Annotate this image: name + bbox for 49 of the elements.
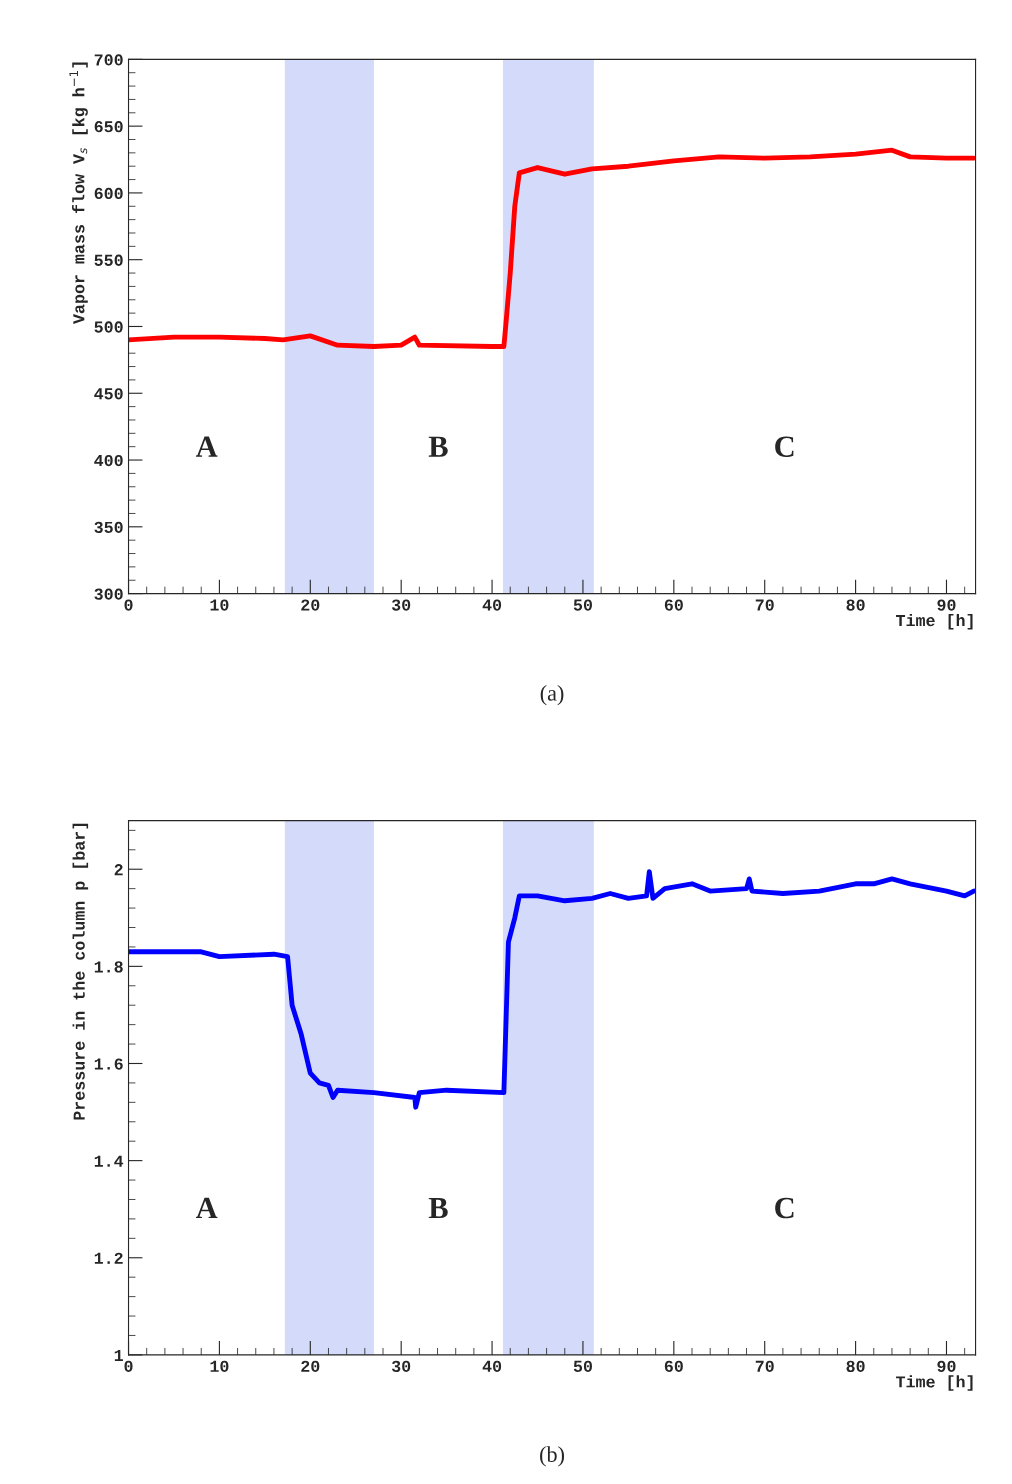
x-tick-label: 90 [937, 1360, 956, 1372]
annotation: A [195, 436, 218, 457]
x-tick-label: 20 [301, 599, 320, 611]
x-tick-label: 40 [482, 599, 502, 611]
y-tick-label: 1.8 [94, 961, 123, 973]
text: (a) [540, 685, 564, 706]
y-tick-label: 300 [94, 588, 123, 600]
text: (b) [540, 1446, 565, 1467]
x-tick-label: 60 [664, 599, 683, 611]
y-tick-label: 1.4 [94, 1155, 124, 1167]
y-axis-title: Pressure in the column p [bar] [72, 823, 89, 1120]
y-tick-label: 450 [94, 388, 123, 400]
y-tick-label: 1 [114, 1349, 123, 1361]
x-tick-label: 70 [755, 1360, 774, 1372]
x-tick-label: 90 [937, 599, 956, 611]
y-tick-label: 1.6 [94, 1058, 123, 1070]
x-tick-label: 30 [391, 1360, 411, 1373]
x-tick-label: 0 [124, 599, 133, 611]
x-axis-title: Time [h] [896, 614, 973, 630]
y-tick-label: 1.2 [94, 1252, 123, 1264]
line-series [128, 869, 976, 1110]
y-tick-label: 350 [94, 521, 123, 534]
x-tick-label: 70 [755, 599, 774, 611]
annotation: B [428, 1197, 448, 1219]
x-tick-label: 30 [391, 599, 411, 611]
x-tick-label: 50 [573, 599, 592, 611]
x-tick-label: 80 [846, 1360, 865, 1372]
y-tick-label: 400 [94, 454, 123, 467]
annotation: A [195, 1197, 218, 1218]
x-tick-label: 0 [124, 1360, 133, 1372]
x-tick-label: 10 [210, 1360, 229, 1372]
line-series [128, 147, 976, 349]
y-tick-label: 2 [114, 864, 123, 876]
x-tick-label: 50 [573, 1360, 592, 1372]
annotation: B [428, 436, 448, 457]
y-tick-label: 500 [94, 321, 123, 333]
x-axis-title: Time [h] [896, 1375, 973, 1391]
y-tick-label: 550 [94, 254, 123, 266]
x-tick-label: 20 [301, 1360, 320, 1372]
y-tick-label: 700 [94, 54, 123, 66]
y-tick-label: 650 [94, 121, 123, 133]
annotation: C [775, 1197, 794, 1219]
x-tick-label: 10 [210, 599, 229, 611]
y-tick-label: 600 [94, 187, 123, 200]
x-tick-label: 60 [664, 1360, 683, 1372]
annotation: C [775, 436, 794, 457]
x-tick-label: 80 [846, 599, 865, 611]
y-axis-title: Vapor mass flow V$_{s}$ [kg h$^{−1}$] [69, 62, 88, 324]
x-tick-label: 40 [482, 1360, 502, 1372]
